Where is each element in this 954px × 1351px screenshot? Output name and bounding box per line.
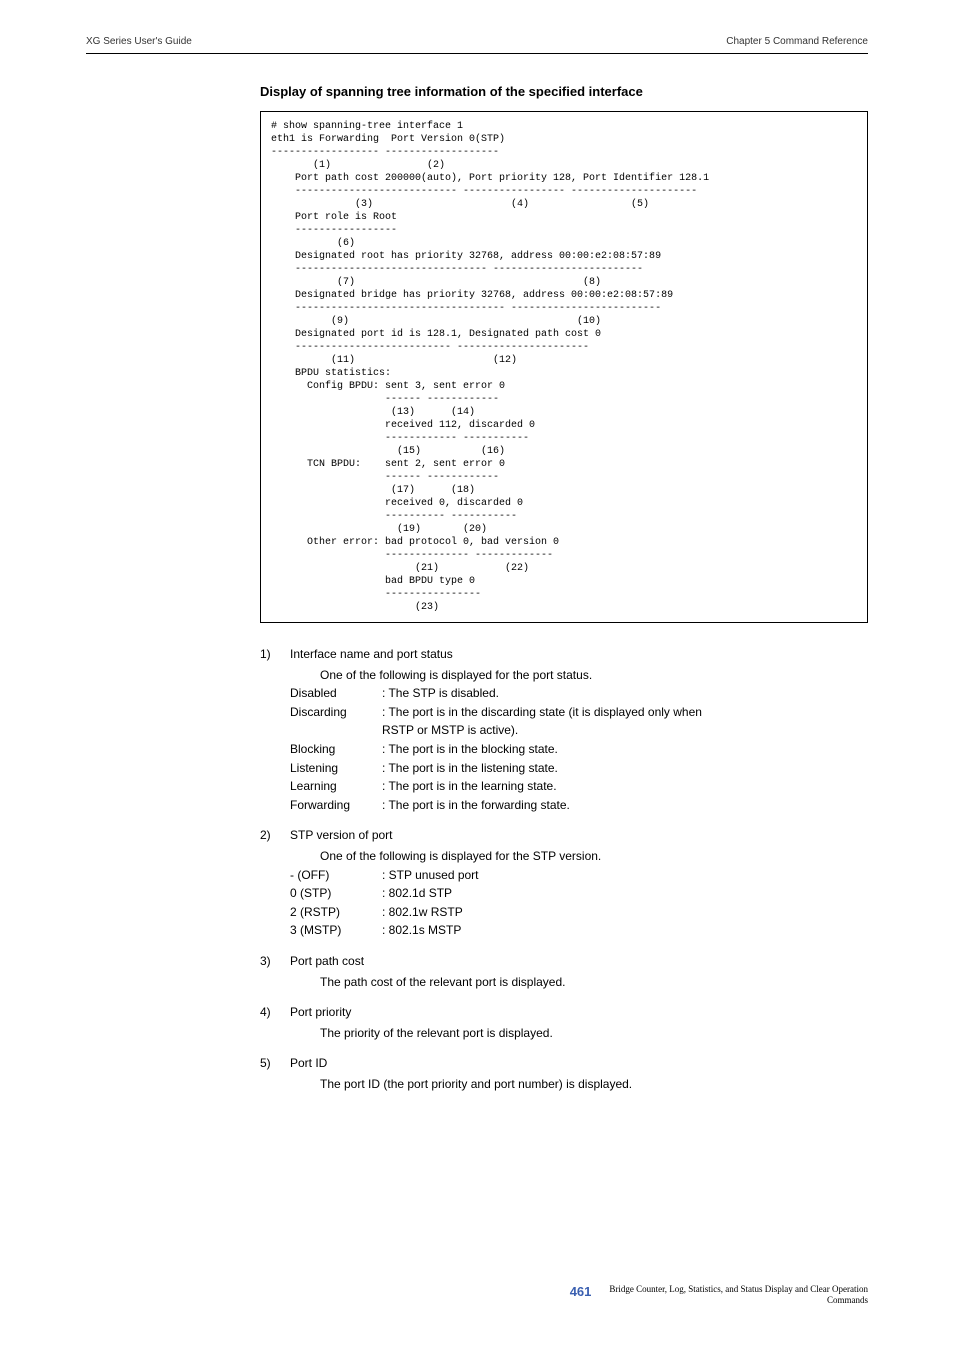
item-intro: One of the following is displayed for th… — [260, 666, 868, 685]
list-item: 4) Port priority — [260, 1003, 868, 1022]
definition-list: 1) Interface name and port status One of… — [260, 645, 868, 1093]
version-row: 2 (RSTP): 802.1w RSTP — [260, 903, 868, 922]
page-content: Display of spanning tree information of … — [0, 54, 954, 1093]
status-row: Forwarding: The port is in the forwardin… — [260, 796, 868, 815]
item-number: 3) — [260, 952, 290, 971]
status-row: RSTP or MSTP is active). — [260, 721, 868, 740]
page-header: XG Series User's Guide Chapter 5 Command… — [0, 0, 954, 54]
item-body: The priority of the relevant port is dis… — [260, 1024, 868, 1043]
footer-text: Bridge Counter, Log, Statistics, and Sta… — [609, 1284, 868, 1307]
version-row: 3 (MSTP): 802.1s MSTP — [260, 921, 868, 940]
status-row: Discarding: The port is in the discardin… — [260, 703, 868, 722]
status-row: Listening: The port is in the listening … — [260, 759, 868, 778]
version-row: 0 (STP): 802.1d STP — [260, 884, 868, 903]
header-left: XG Series User's Guide — [86, 36, 192, 47]
item-number: 5) — [260, 1054, 290, 1073]
item-title: STP version of port — [290, 826, 868, 845]
item-title: Port path cost — [290, 952, 868, 971]
status-row: Learning: The port is in the learning st… — [260, 777, 868, 796]
section-title: Display of spanning tree information of … — [260, 84, 868, 99]
version-row: - (OFF): STP unused port — [260, 866, 868, 885]
item-title: Port ID — [290, 1054, 868, 1073]
code-block: # show spanning-tree interface 1 eth1 is… — [260, 111, 868, 623]
page-footer: 461 Bridge Counter, Log, Statistics, and… — [570, 1284, 868, 1307]
list-item: 3) Port path cost — [260, 952, 868, 971]
list-item: 5) Port ID — [260, 1054, 868, 1073]
list-item: 1) Interface name and port status — [260, 645, 868, 664]
item-title: Port priority — [290, 1003, 868, 1022]
item-number: 2) — [260, 826, 290, 845]
item-number: 4) — [260, 1003, 290, 1022]
list-item: 2) STP version of port — [260, 826, 868, 845]
item-number: 1) — [260, 645, 290, 664]
header-right: Chapter 5 Command Reference — [726, 36, 868, 47]
item-body: The path cost of the relevant port is di… — [260, 973, 868, 992]
item-intro: One of the following is displayed for th… — [260, 847, 868, 866]
item-body: The port ID (the port priority and port … — [260, 1075, 868, 1094]
status-row: Disabled: The STP is disabled. — [260, 684, 868, 703]
item-title: Interface name and port status — [290, 645, 868, 664]
status-row: Blocking: The port is in the blocking st… — [260, 740, 868, 759]
page-number: 461 — [570, 1284, 592, 1299]
